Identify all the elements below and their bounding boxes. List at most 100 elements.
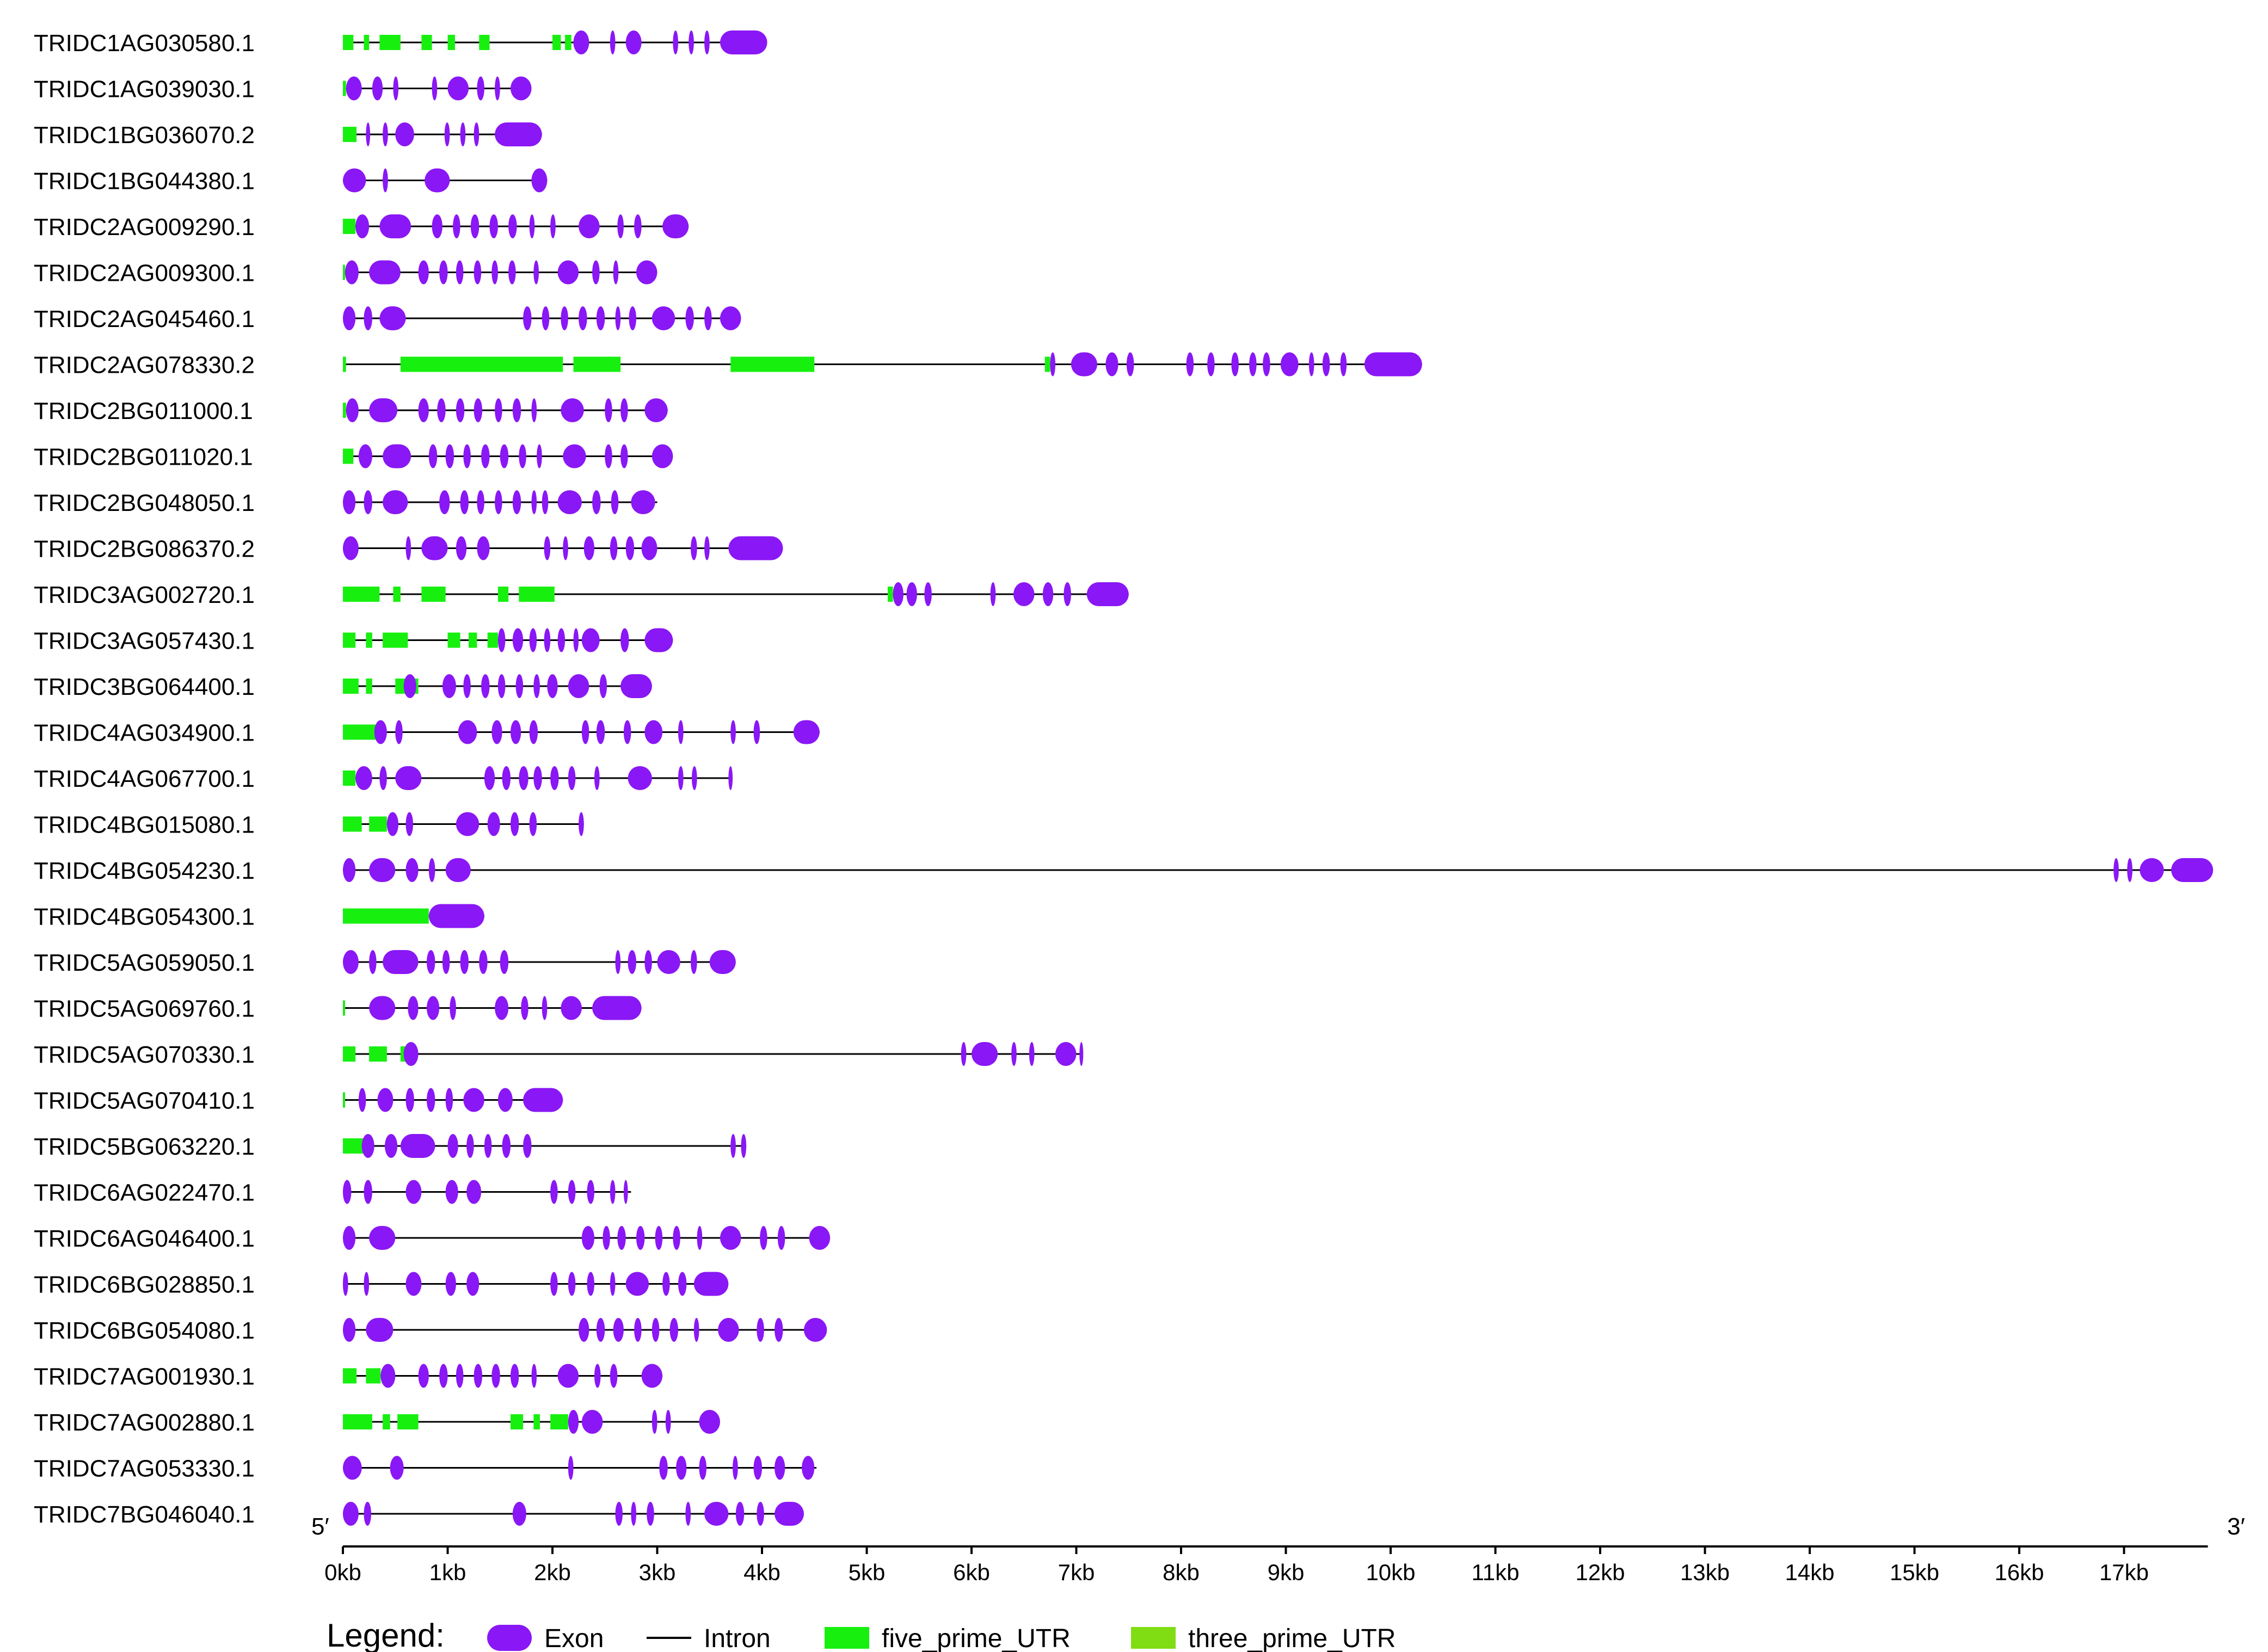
exon: [379, 766, 387, 790]
exon: [474, 1364, 483, 1388]
exon: [1055, 1042, 1077, 1066]
exon: [463, 444, 471, 469]
exon: [427, 1088, 435, 1112]
exon: [735, 1502, 745, 1526]
exon: [699, 1410, 720, 1434]
exon: [428, 858, 435, 882]
legend-title: Legend:: [327, 1617, 445, 1652]
gene-label: TRIDC5AG059050.1: [34, 950, 255, 976]
axis-tick-label: 7kb: [1058, 1559, 1095, 1585]
exon: [502, 1134, 511, 1158]
exon: [379, 214, 411, 238]
exon: [753, 720, 760, 744]
exon: [511, 812, 519, 836]
five-prime-utr: [379, 35, 401, 50]
exon: [625, 1272, 649, 1296]
exon: [641, 536, 657, 560]
exon: [620, 398, 628, 422]
exon: [542, 306, 550, 330]
exon: [489, 214, 498, 238]
five-prime-utr: [383, 1414, 390, 1429]
exon: [1322, 352, 1330, 377]
exon: [484, 766, 495, 790]
five-prime-utr: [343, 632, 356, 648]
exon: [709, 950, 736, 974]
exon: [1207, 352, 1215, 377]
exon: [400, 1134, 435, 1158]
exon: [697, 1226, 703, 1250]
axis-tick-label: 9kb: [1268, 1559, 1305, 1585]
gene-track: [343, 1042, 1084, 1066]
exon: [418, 260, 429, 285]
gene-track: [343, 444, 673, 469]
gene-track: [343, 1180, 631, 1204]
exon: [634, 214, 642, 238]
gene-label: TRIDC6AG022470.1: [34, 1180, 255, 1206]
legend-item-exon: Exon: [487, 1624, 604, 1652]
exon: [550, 1272, 558, 1296]
exon: [345, 260, 359, 285]
five-prime-utr: [343, 35, 354, 50]
exon: [445, 1272, 456, 1296]
exon: [568, 1272, 576, 1296]
exon: [383, 444, 411, 469]
exon: [685, 306, 694, 330]
five-prime-utr: [343, 724, 377, 740]
exon: [405, 858, 419, 882]
exon: [644, 628, 673, 652]
exon: [445, 444, 454, 469]
exon: [625, 30, 642, 54]
exon: [343, 858, 356, 882]
gene-label: TRIDC4AG067700.1: [34, 766, 255, 792]
gene-label: TRIDC3BG064400.1: [34, 674, 255, 700]
exon: [495, 76, 500, 101]
axis-tick-label: 0kb: [324, 1559, 361, 1585]
exon: [573, 628, 579, 652]
exon: [757, 1318, 764, 1342]
five-prime-utr: [511, 1414, 524, 1429]
exon: [521, 996, 528, 1020]
five-prime-utr: [369, 1046, 387, 1062]
exon: [1079, 1042, 1084, 1066]
exon: [651, 306, 675, 330]
exon: [453, 214, 460, 238]
exon: [659, 1456, 668, 1480]
exon: [343, 1318, 356, 1342]
exon: [460, 950, 469, 974]
exon: [369, 260, 401, 285]
exon: [544, 536, 551, 560]
five-prime-utr: [421, 587, 446, 602]
exon: [369, 1226, 396, 1250]
exon: [487, 812, 500, 836]
five-prime-utr: [565, 35, 571, 50]
exon: [550, 214, 556, 238]
exon: [581, 628, 600, 652]
gene-track: [343, 30, 767, 54]
exon: [644, 398, 668, 422]
exon: [366, 1318, 394, 1342]
gene-track: [343, 812, 584, 836]
exon: [529, 214, 535, 238]
exon: [533, 260, 539, 285]
exon: [620, 444, 628, 469]
exon: [519, 766, 528, 790]
exon: [456, 260, 464, 285]
exon: [386, 812, 399, 836]
gene-track: [343, 582, 1129, 606]
exon: [563, 444, 586, 469]
gene-track: [343, 1272, 729, 1296]
exon: [531, 168, 548, 193]
gene-track: [343, 996, 642, 1020]
exon: [704, 306, 712, 330]
exon: [594, 766, 600, 790]
gene-track: [343, 76, 532, 101]
gene-label: TRIDC6AG046400.1: [34, 1225, 255, 1252]
exon: [804, 1318, 827, 1342]
axis-tick-label: 8kb: [1163, 1559, 1200, 1585]
five-prime-utr: [343, 81, 346, 96]
exon: [364, 306, 372, 330]
exon: [592, 490, 601, 514]
five-prime-utr: [343, 356, 346, 372]
exon: [733, 1456, 738, 1480]
axis-tick-label: 5kb: [849, 1559, 886, 1585]
